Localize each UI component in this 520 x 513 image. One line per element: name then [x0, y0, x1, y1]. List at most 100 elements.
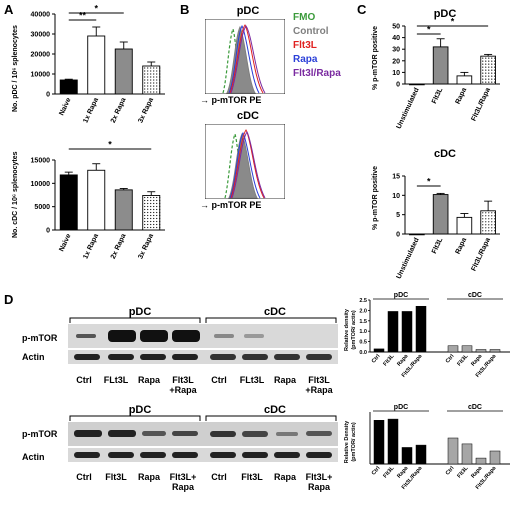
bar-dot — [482, 72, 484, 74]
x-tick-label: 1x Rapa — [82, 97, 100, 124]
bar-dot — [482, 60, 484, 62]
bar-dot — [482, 230, 484, 232]
legend-flt3l-rapa: Flt3l/Rapa — [293, 68, 341, 79]
bar-dot — [488, 78, 490, 80]
bar — [373, 348, 385, 353]
bar-dot — [150, 214, 152, 217]
bar — [461, 345, 473, 353]
bar-dot — [144, 217, 146, 220]
bar-dot — [153, 214, 155, 217]
bar-dot — [147, 217, 149, 220]
bar-dot — [494, 81, 496, 83]
bar-dot — [147, 211, 149, 214]
bar-dot — [491, 227, 493, 229]
significance-mark: * — [427, 177, 431, 187]
group-label-cdc: cDC — [468, 404, 482, 411]
bar-dot — [153, 82, 155, 84]
bar-dot — [153, 205, 155, 208]
bar — [432, 46, 449, 85]
bar-dot — [156, 196, 158, 199]
bar-dot — [147, 205, 149, 208]
x-tick-label: 3x Rapa — [137, 233, 155, 260]
blot2-lane-cdc-ctrl: Ctrl — [211, 472, 227, 482]
x-tick-label: Rapa — [455, 87, 469, 106]
y-tick-label: 5 — [396, 212, 400, 219]
bar-dot — [494, 75, 496, 77]
x-tick-label: Ctrl — [371, 465, 382, 476]
blot2-cdc-header: cDC — [263, 404, 286, 416]
bar-dot — [150, 211, 152, 214]
blot1-pmtor-band-row — [68, 324, 338, 348]
bar-dot — [482, 224, 484, 226]
bar-dot — [144, 202, 146, 205]
bar-dot — [156, 220, 158, 223]
bar-dot — [485, 233, 487, 235]
bar-dot — [153, 217, 155, 220]
bar-dot — [147, 70, 149, 72]
bar — [114, 48, 133, 95]
significance-mark: * — [451, 17, 455, 27]
bar-dot — [494, 63, 496, 65]
blot2-lane-rapa: Rapa — [137, 472, 160, 482]
y-tick-label: 1.5 — [359, 319, 367, 325]
bar-dot — [488, 224, 490, 226]
bar-dot — [153, 76, 155, 78]
bar-dot — [150, 205, 152, 208]
y-tick-label: 50 — [392, 24, 400, 31]
bar — [401, 447, 413, 465]
y-tick-label: 0 — [396, 232, 400, 239]
bar-dot — [482, 57, 484, 59]
bar-dot — [150, 226, 152, 229]
x-tick-label: Naive — [58, 233, 72, 253]
bar-dot — [494, 66, 496, 68]
bar-dot — [150, 76, 152, 78]
bar-dot — [147, 76, 149, 78]
bar-dot — [147, 82, 149, 84]
bar-dot — [494, 221, 496, 223]
bar-dot — [147, 88, 149, 90]
y-tick-label: 20 — [392, 58, 400, 65]
blot2-lane-cdc-rapa: Rapa — [273, 472, 296, 482]
bar-dot — [156, 226, 158, 229]
bar-dot — [491, 60, 493, 62]
blot2-row1-label: p-mTOR — [22, 429, 58, 439]
blot1-actin-band-row — [68, 350, 338, 364]
bar — [489, 349, 501, 353]
bar-dot — [156, 67, 158, 69]
panel-label-a: A — [4, 2, 14, 17]
bar-dot — [150, 82, 152, 84]
bar-dot — [491, 224, 493, 226]
panel-a-top-ylabel: No. pDC / 10⁶ splenocytes — [12, 25, 19, 112]
panel-b-pdc-histogram — [205, 19, 285, 94]
group-label-pdc: pDC — [394, 404, 408, 411]
bar — [87, 169, 106, 231]
y-tick-label: 0.5 — [359, 340, 367, 346]
legend-rapa: Rapa — [293, 54, 318, 65]
x-tick-label: Ctrl — [445, 353, 456, 364]
bar-dot — [488, 218, 490, 220]
bar-dot — [147, 79, 149, 81]
bar-dot — [159, 211, 161, 214]
bar-dot — [485, 57, 487, 59]
bar-dot — [482, 63, 484, 65]
panel-label-b: B — [180, 2, 190, 17]
bar-dot — [144, 226, 146, 229]
bar-dot — [494, 212, 496, 214]
bar — [87, 35, 106, 95]
bar-dot — [482, 78, 484, 80]
blot2-lane-cdc-flt3l: Flt3L — [241, 472, 263, 482]
bar-dot — [494, 218, 496, 220]
x-tick-label: Flt3L — [456, 465, 469, 479]
bar-dot — [491, 215, 493, 217]
bar-dot — [488, 215, 490, 217]
bar-dot — [488, 230, 490, 232]
bar-dot — [485, 221, 487, 223]
bar-dot — [144, 67, 146, 69]
blot2-pdc-header: pDC — [128, 404, 152, 416]
bar-dot — [150, 79, 152, 81]
bar-dot — [485, 81, 487, 83]
x-tick-label: Naive — [58, 97, 72, 117]
x-tick-label: Flt3L — [431, 86, 445, 105]
y-axis-label: (pmTOR/ actin) — [351, 422, 357, 461]
